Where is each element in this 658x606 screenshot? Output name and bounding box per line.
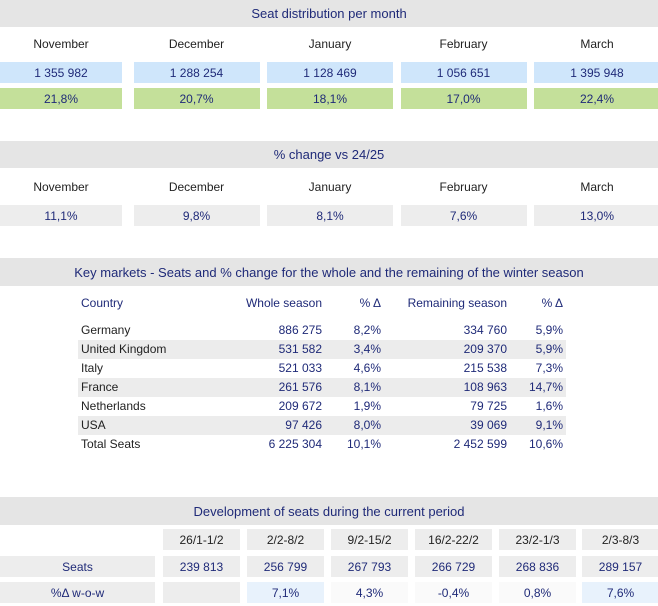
table-value: 79 725 [470,399,507,413]
period-value: 268 836 [499,556,576,577]
section-title: Seat distribution per month [0,0,658,27]
period-value: 267 793 [331,556,408,577]
period-label: 23/2-1/3 [499,529,576,550]
table-value: 8,0% [353,418,381,432]
row-stripe [78,340,566,359]
period-value: 289 157 [582,556,658,577]
country: Italy [81,361,104,375]
period-value: 266 729 [415,556,492,577]
table-value: 14,7% [528,380,563,394]
period-label: 16/2-22/2 [415,529,492,550]
change-value: 7,6% [400,205,527,226]
table-value: 6 225 304 [268,437,322,451]
month-label: March [580,37,614,51]
period-label: 2/2-8/2 [247,529,324,550]
table-value: 531 582 [278,342,322,356]
section-title: % change vs 24/25 [0,141,658,168]
table-value: 261 576 [278,380,322,394]
share-value: 17,0% [400,88,527,109]
table-value: 886 275 [278,323,322,337]
table-value: 8,1% [353,380,381,394]
table-value: 5,9% [535,323,563,337]
row-stripe [78,378,566,397]
change-value: 13,0% [534,205,658,226]
table-value: 334 760 [463,323,507,337]
table-value: 10,6% [528,437,563,451]
table-value: 2 452 599 [453,437,507,451]
table-value: 215 538 [463,361,507,375]
share-value: 20,7% [133,88,260,109]
period-label: 26/1-1/2 [163,529,240,550]
table-value: 521 033 [278,361,322,375]
seat-value: 1 128 469 [267,62,393,83]
period-value: 4,3% [331,582,408,603]
table-value: 108 963 [463,380,507,394]
country: Germany [81,323,131,337]
column-header: Whole season [245,296,322,310]
table-value: 8,2% [353,323,381,337]
period-value [163,582,240,603]
country: France [81,380,119,394]
table-value: 5,9% [535,342,563,356]
table-value: 1,9% [353,399,381,413]
month-label: November [33,180,89,194]
seat-value: 1 288 254 [133,62,260,83]
period-value: -0,4% [415,582,492,603]
seat-value: 1 355 982 [0,62,122,83]
table-value: 209 672 [278,399,322,413]
month-label: March [580,180,614,194]
country: Netherlands [81,399,146,413]
seat-value: 1 395 948 [534,62,658,83]
share-value: 22,4% [534,88,658,109]
share-value: 18,1% [267,88,393,109]
period-label: 2/3-8/3 [582,529,658,550]
period-value: 7,6% [582,582,658,603]
table-value: 1,6% [535,399,563,413]
row-stripe [78,416,566,435]
seat-value: 1 056 651 [400,62,527,83]
row-label: Seats [0,556,155,577]
column-header: % Δ [541,296,563,310]
period-value: 239 813 [163,556,240,577]
table-value: 3,4% [353,342,381,356]
month-label: February [439,37,488,51]
column-header: Remaining season [407,296,507,310]
month-label: January [308,37,352,51]
table-value: 4,6% [353,361,381,375]
table-value: 7,3% [535,361,563,375]
column-header: % Δ [359,296,381,310]
country: United Kingdom [81,342,167,356]
month-label: January [308,180,352,194]
row-label: %Δ w-o-w [0,582,155,603]
table-value: 209 370 [463,342,507,356]
table-value: 97 426 [285,418,322,432]
column-header: Country [81,296,124,310]
period-value: 0,8% [499,582,576,603]
change-value: 8,1% [267,205,393,226]
section-title: Development of seats during the current … [0,497,658,525]
country: Total Seats [81,437,141,451]
month-label: November [33,37,89,51]
period-label: 9/2-15/2 [331,529,408,550]
share-value: 21,8% [0,88,122,109]
period-value: 7,1% [247,582,324,603]
table-value: 10,1% [346,437,381,451]
month-label: February [439,180,488,194]
country: USA [81,418,106,432]
table-value: 9,1% [535,418,563,432]
period-value: 256 799 [247,556,324,577]
month-label: December [168,37,225,51]
section-title: Key markets - Seats and % change for the… [0,258,658,286]
table-value: 39 069 [470,418,507,432]
change-value: 9,8% [133,205,260,226]
month-label: December [168,180,225,194]
change-value: 11,1% [0,205,122,226]
